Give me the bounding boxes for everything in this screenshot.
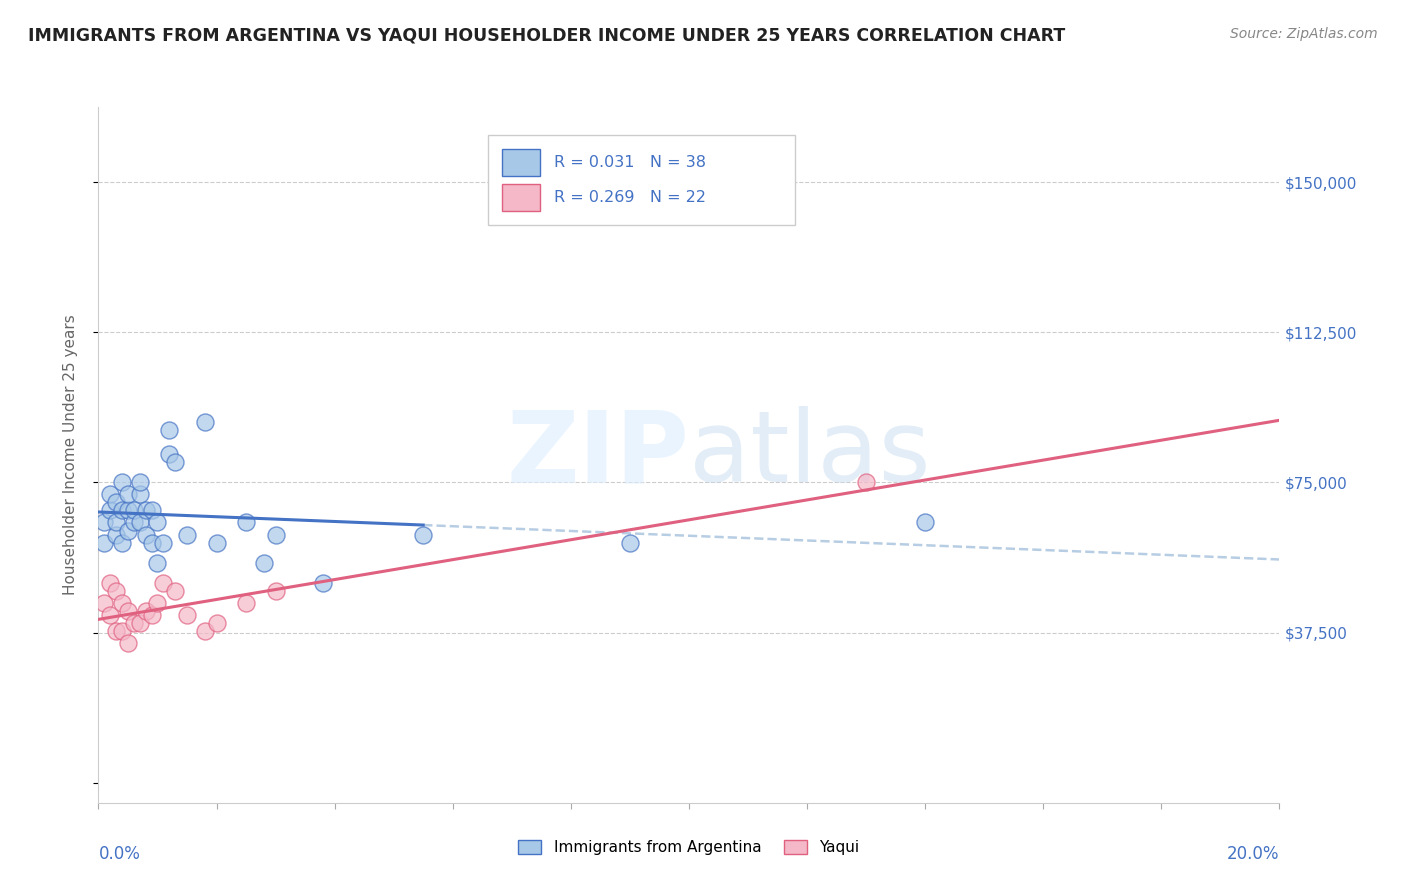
Point xyxy=(914,516,936,530)
Point xyxy=(93,596,115,610)
Point xyxy=(146,596,169,610)
Point xyxy=(135,604,157,618)
Point xyxy=(98,487,121,501)
Point xyxy=(128,487,150,501)
Point xyxy=(98,503,121,517)
Bar xyxy=(502,185,540,211)
Point xyxy=(105,516,128,530)
Point xyxy=(235,516,257,530)
Point xyxy=(105,527,128,541)
Point xyxy=(855,475,877,490)
Point xyxy=(122,516,145,530)
Point xyxy=(117,524,139,538)
Text: Source: ZipAtlas.com: Source: ZipAtlas.com xyxy=(1230,27,1378,41)
Point xyxy=(176,607,198,622)
Point xyxy=(93,535,115,549)
Point xyxy=(205,615,228,630)
Point xyxy=(93,516,115,530)
Point xyxy=(165,455,187,469)
FancyBboxPatch shape xyxy=(488,135,796,226)
Point xyxy=(146,556,169,570)
Point xyxy=(128,516,150,530)
Point xyxy=(194,416,217,430)
Text: ZIP: ZIP xyxy=(506,407,689,503)
Point xyxy=(128,615,150,630)
Legend: Immigrants from Argentina, Yaqui: Immigrants from Argentina, Yaqui xyxy=(512,834,866,862)
Point xyxy=(122,503,145,517)
Point xyxy=(105,583,128,598)
Point xyxy=(264,583,287,598)
Point xyxy=(105,624,128,638)
Text: R = 0.269   N = 22: R = 0.269 N = 22 xyxy=(554,190,706,205)
Point xyxy=(122,615,145,630)
Text: 20.0%: 20.0% xyxy=(1227,845,1279,863)
Point xyxy=(98,607,121,622)
Point xyxy=(146,516,169,530)
Point xyxy=(312,575,335,590)
Point xyxy=(111,503,134,517)
Point xyxy=(117,604,139,618)
Point xyxy=(141,503,163,517)
Point xyxy=(105,495,128,509)
Point xyxy=(157,447,180,461)
Text: R = 0.031   N = 38: R = 0.031 N = 38 xyxy=(554,155,706,170)
Point xyxy=(264,527,287,541)
Point xyxy=(205,535,228,549)
Point xyxy=(152,575,174,590)
Point xyxy=(128,475,150,490)
Point xyxy=(176,527,198,541)
Point xyxy=(98,575,121,590)
Point xyxy=(111,596,134,610)
Text: 0.0%: 0.0% xyxy=(98,845,141,863)
Point xyxy=(141,535,163,549)
Point xyxy=(135,503,157,517)
Point xyxy=(111,624,134,638)
Point xyxy=(157,424,180,438)
Point xyxy=(117,487,139,501)
Point xyxy=(152,535,174,549)
Text: IMMIGRANTS FROM ARGENTINA VS YAQUI HOUSEHOLDER INCOME UNDER 25 YEARS CORRELATION: IMMIGRANTS FROM ARGENTINA VS YAQUI HOUSE… xyxy=(28,27,1066,45)
Point xyxy=(253,556,276,570)
Point xyxy=(412,527,434,541)
Text: atlas: atlas xyxy=(689,407,931,503)
Bar xyxy=(502,150,540,176)
Y-axis label: Householder Income Under 25 years: Householder Income Under 25 years xyxy=(63,315,77,595)
Point xyxy=(235,596,257,610)
Point xyxy=(117,503,139,517)
Point xyxy=(135,527,157,541)
Point xyxy=(194,624,217,638)
Point xyxy=(117,635,139,649)
Point xyxy=(619,535,641,549)
Point xyxy=(141,607,163,622)
Point xyxy=(165,583,187,598)
Point xyxy=(111,475,134,490)
Point xyxy=(111,535,134,549)
